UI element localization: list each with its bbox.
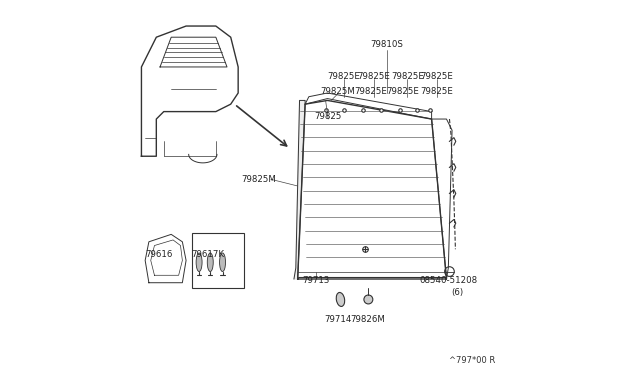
- Text: 79617K: 79617K: [191, 250, 224, 259]
- Circle shape: [364, 295, 373, 304]
- Text: 79713: 79713: [302, 276, 329, 285]
- Ellipse shape: [207, 253, 213, 272]
- Text: 79825E: 79825E: [358, 72, 390, 81]
- Text: 79825: 79825: [314, 112, 342, 121]
- Text: 79825E: 79825E: [328, 72, 360, 81]
- Text: 79826M: 79826M: [350, 315, 385, 324]
- Text: 79825E: 79825E: [354, 87, 387, 96]
- Text: 79825E: 79825E: [420, 72, 454, 81]
- Text: 08540-51208: 08540-51208: [419, 276, 477, 285]
- Polygon shape: [294, 100, 305, 279]
- Text: (6): (6): [451, 288, 463, 296]
- Text: 79825E: 79825E: [420, 87, 454, 96]
- Ellipse shape: [220, 253, 225, 272]
- Text: 79810S: 79810S: [371, 40, 403, 49]
- Text: 79714: 79714: [324, 315, 351, 324]
- Ellipse shape: [196, 253, 202, 272]
- Text: 79825E: 79825E: [391, 72, 424, 81]
- Text: ^797*00 R: ^797*00 R: [449, 356, 495, 365]
- Text: 79825E: 79825E: [386, 87, 419, 96]
- Ellipse shape: [336, 292, 345, 307]
- Text: 79825M: 79825M: [241, 175, 276, 184]
- Text: 79616: 79616: [146, 250, 173, 259]
- Text: 79825M: 79825M: [321, 87, 355, 96]
